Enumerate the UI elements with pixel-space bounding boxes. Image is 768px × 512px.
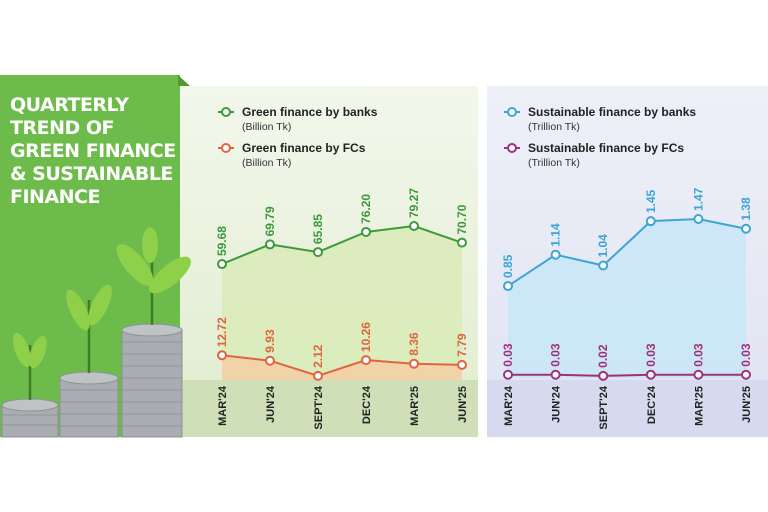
point [409,358,419,369]
legend-marker [221,143,231,153]
legend-unit: (Trillion Tk) [528,157,580,169]
value-label: 0.02 [596,344,610,368]
value-label: 76.20 [359,194,373,224]
value-label: 0.03 [739,343,753,367]
legend-label: Green finance by banks [242,105,378,119]
point [741,223,751,234]
value-label: 10.26 [359,322,373,352]
point [457,237,467,248]
value-label: 1.38 [739,197,753,221]
point [645,216,656,227]
point [409,221,419,231]
point [217,350,227,361]
value-label: 7.79 [455,333,469,357]
x-tick-label: SEPT'24 [313,385,325,429]
value-label: 1.04 [596,234,610,258]
point [503,369,513,380]
x-tick-label: DEC'24 [361,385,373,424]
line [221,354,463,377]
point [598,260,609,271]
legend-unit: (Billion Tk) [242,157,291,169]
page-title: QUARTERLY TREND OF GREEN FINANCE & SUSTA… [10,94,176,208]
value-label: 65.85 [311,214,325,244]
value-label: 0.85 [501,254,515,278]
point [265,355,275,366]
decoration [1,227,191,438]
axis-band [487,380,768,437]
point [693,369,704,380]
legend-marker [221,107,231,117]
value-label: 1.14 [549,223,563,247]
fold [178,75,190,86]
value-label: 9.93 [263,329,277,353]
legend-marker [507,143,517,153]
point [550,369,561,380]
value-label: 69.79 [263,206,277,236]
point [598,370,609,381]
value-label: 79.27 [407,188,421,218]
x-tick-label: MAR'25 [409,386,421,426]
point [645,369,656,380]
legend-label: Sustainable finance by FCs [528,141,684,155]
value-label: 0.03 [549,343,563,367]
value-label: 8.36 [407,332,421,356]
point [741,369,751,380]
x-tick-label: SEPT'24 [598,385,610,429]
area [222,355,462,380]
line [508,373,746,377]
line [221,224,463,265]
x-tick-label: MAR'25 [693,386,705,426]
x-tick-label: MAR'24 [503,385,515,426]
point [313,247,323,258]
legend-unit: (Trillion Tk) [528,121,580,133]
axis-band [180,380,478,437]
value-label: 70.70 [455,204,469,234]
legend-label: Green finance by FCs [242,141,366,155]
point [550,249,561,260]
x-tick-label: JUN'24 [551,385,563,423]
legend-label: Sustainable finance by banks [528,105,696,119]
line [507,217,747,287]
value-label: 0.03 [501,343,515,367]
point [361,226,371,237]
value-label: 2.12 [311,344,325,368]
area [508,219,746,378]
point [503,281,513,292]
legend-marker [507,107,517,117]
value-label: 1.45 [644,189,658,213]
value-label: 59.68 [215,226,229,256]
value-label: 1.47 [691,187,705,211]
value-label: 0.03 [691,343,705,367]
legend-unit: (Billion Tk) [242,121,291,133]
point [457,359,467,370]
point [361,355,371,366]
x-tick-label: JUN'24 [265,385,277,423]
x-tick-label: JUN'25 [741,386,753,423]
x-tick-label: MAR'24 [217,385,229,426]
point [693,214,704,224]
point [313,370,323,381]
value-label: 12.72 [215,317,229,347]
point [265,239,275,250]
x-tick-label: DEC'24 [646,385,658,424]
x-tick-label: JUN'25 [457,386,469,423]
value-label: 0.03 [644,343,658,367]
point [217,259,227,270]
area [222,226,462,380]
